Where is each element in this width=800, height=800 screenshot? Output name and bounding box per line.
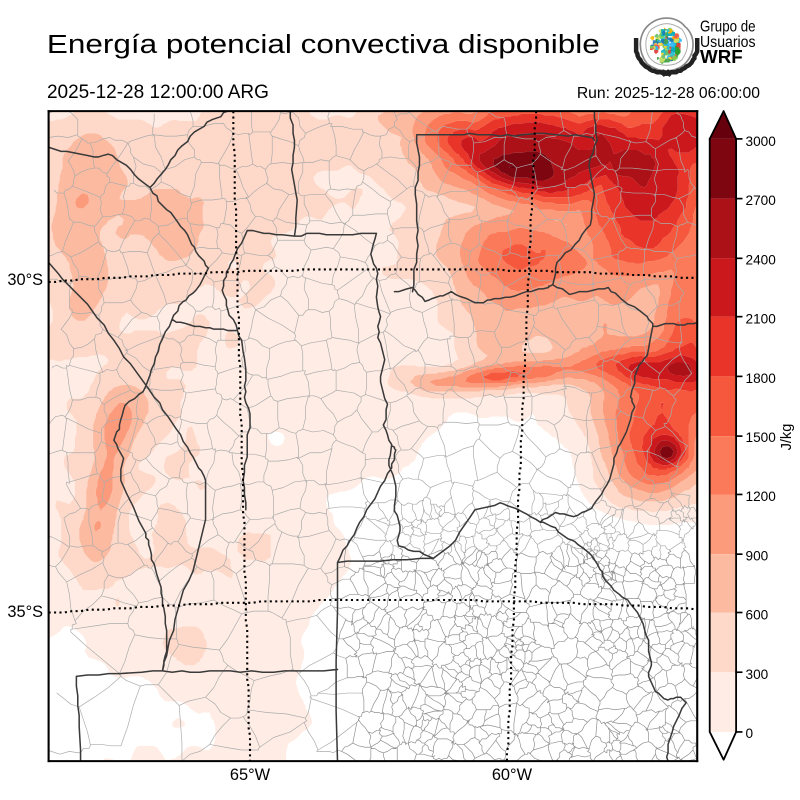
svg-text:0: 0 xyxy=(746,726,754,741)
svg-text:2100: 2100 xyxy=(746,312,777,327)
svg-text:900: 900 xyxy=(746,548,769,563)
svg-text:2700: 2700 xyxy=(746,193,777,208)
svg-text:Run: 2025-12-28 06:00:00: Run: 2025-12-28 06:00:00 xyxy=(577,85,760,102)
svg-text:60°W: 60°W xyxy=(492,766,533,784)
svg-text:3000: 3000 xyxy=(746,134,777,149)
svg-text:Usuarios: Usuarios xyxy=(700,34,756,51)
svg-text:2025-12-28 12:00:00 ARG: 2025-12-28 12:00:00 ARG xyxy=(47,82,269,103)
svg-text:Grupo de: Grupo de xyxy=(700,19,756,36)
svg-text:600: 600 xyxy=(746,608,769,623)
svg-text:2400: 2400 xyxy=(746,252,777,267)
svg-text:1200: 1200 xyxy=(746,489,777,504)
svg-text:65°W: 65°W xyxy=(230,766,271,784)
svg-text:35°S: 35°S xyxy=(7,603,43,621)
svg-text:WRF: WRF xyxy=(700,46,743,67)
svg-text:J/kg: J/kg xyxy=(779,424,795,451)
svg-text:30°S: 30°S xyxy=(7,271,43,289)
svg-text:Energía potencial convectiva d: Energía potencial convectiva disponible xyxy=(47,29,600,59)
svg-text:1800: 1800 xyxy=(746,371,777,386)
svg-text:300: 300 xyxy=(746,667,769,682)
svg-text:1500: 1500 xyxy=(746,430,777,445)
